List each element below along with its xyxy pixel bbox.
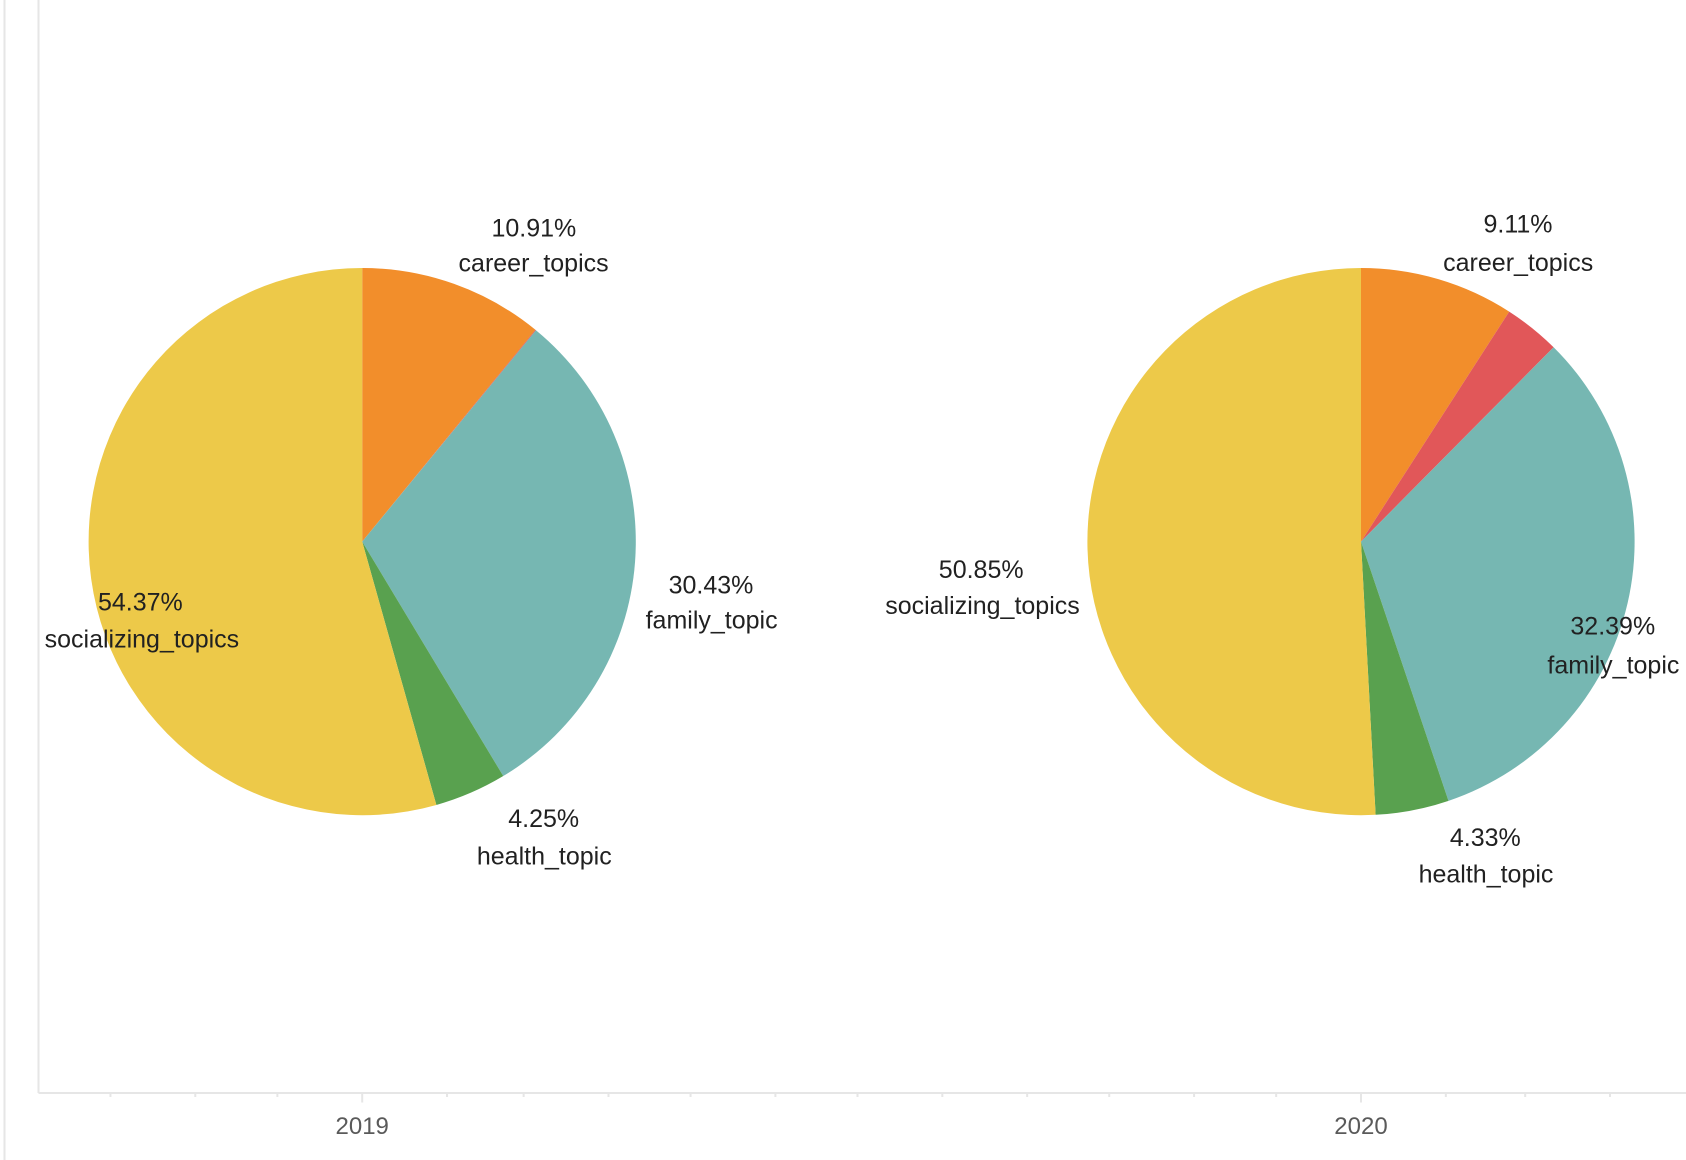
pie-2020-slice-family_topic (1361, 347, 1635, 801)
pie-2019-slice-health_topic (362, 541, 504, 805)
pie-2020-label-health_topic-line1: 4.33% (1450, 824, 1521, 852)
pie-2020-label-family_topic-line1: 32.39% (1570, 612, 1655, 640)
pie-2020-label-family_topic-line2: family_topic (1547, 651, 1679, 679)
pie-2019-slice-socializing_topics (88, 268, 437, 816)
pie-2019-label-career_topics-line2: career_topics (459, 250, 609, 278)
pie-2019-label-career_topics-line1: 10.91% (492, 215, 577, 243)
pie-2019-label-family_topic-line1: 30.43% (669, 572, 754, 600)
x-tick-label-2019: 2019 (336, 1113, 389, 1140)
pie-2019-label-health_topic-line1: 4.25% (508, 805, 579, 833)
pie-2020-label-health_topic-line2: health_topic (1419, 861, 1554, 889)
pie-2020-label-socializing_topics-line1: 50.85% (939, 556, 1024, 584)
pie-2019-slice-family_topic (362, 330, 636, 777)
pie-layer (88, 268, 1635, 816)
axis-layer: 2019 2020 (3, 0, 1686, 1160)
pie-2019-label-socializing_topics-line1: 54.37% (98, 588, 183, 616)
pie-2019-slice-career_topics (362, 268, 536, 542)
pie-2020-slice-career_topics (1361, 268, 1510, 542)
pie-2020-label-socializing_topics-line2: socializing_topics (885, 592, 1080, 620)
pie-2020-slice-health_topic (1361, 541, 1449, 815)
pie-2020-label-career_topics-line2: career_topics (1443, 249, 1593, 277)
pie-2020-slice-socializing_topics (1087, 268, 1376, 816)
pie-2020-slice-unlabeled (1361, 311, 1554, 542)
label-layer: 10.91% career_topics 30.43% family_topic 4.2… (45, 211, 1680, 889)
pie-2019-label-socializing_topics-line2: socializing_topics (45, 626, 240, 654)
pie-2019-slice-unlabeled (362, 329, 536, 542)
pie-2020-label-career_topics-line1: 9.11% (1483, 211, 1552, 239)
pie-2019-label-health_topic-line2: health_topic (477, 842, 612, 870)
pie-2019-label-family_topic-line2: family_topic (646, 606, 778, 634)
x-tick-label-2020: 2020 (1334, 1113, 1387, 1140)
